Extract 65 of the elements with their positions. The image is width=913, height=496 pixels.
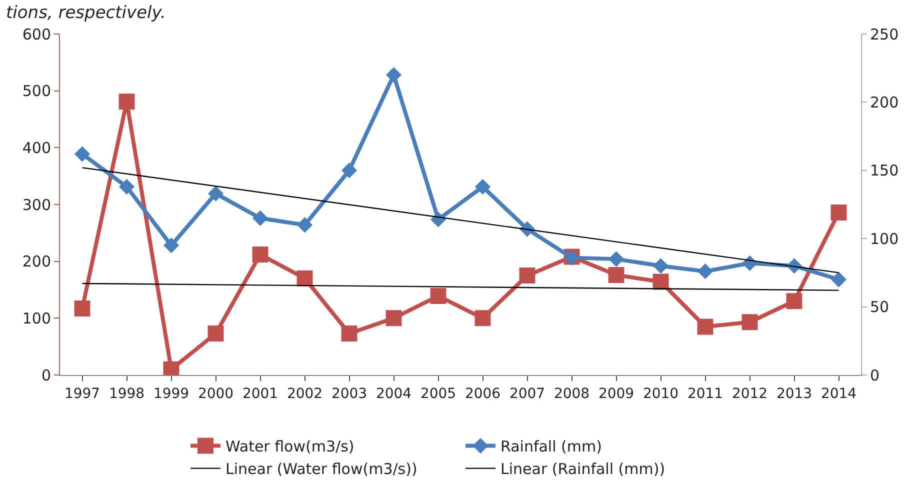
- y2-tick-label: 100: [870, 230, 899, 248]
- x-tick-label: 2008: [554, 386, 590, 402]
- point: [163, 238, 180, 254]
- legend-label: Linear (Rainfall (mm)): [500, 460, 666, 478]
- y-tick-label: 100: [22, 309, 51, 328]
- point: [786, 293, 802, 310]
- point: [296, 270, 313, 286]
- x-tick-label: 2001: [242, 386, 278, 402]
- y2-tick-label: 0: [870, 366, 880, 384]
- x-tick-label: 1999: [153, 386, 190, 402]
- x-tick-label: 2002: [286, 386, 323, 402]
- point: [474, 178, 491, 195]
- point: [830, 272, 847, 288]
- x-tick-label: 2000: [198, 386, 234, 402]
- x-tick-label: 2010: [642, 386, 679, 402]
- legend-label: Water flow(m3/s): [226, 438, 354, 456]
- x-tick-label: 2014: [820, 386, 857, 402]
- point: [386, 67, 402, 83]
- point: [74, 300, 90, 317]
- point: [474, 310, 491, 326]
- y-tick-label: 500: [22, 82, 51, 100]
- point: [608, 251, 624, 267]
- point: [74, 146, 90, 162]
- point: [697, 318, 714, 335]
- point: [697, 264, 714, 280]
- point: [252, 210, 268, 226]
- x-tick-label: 1997: [64, 386, 100, 402]
- point: [430, 288, 446, 304]
- point: [652, 258, 669, 274]
- legend-label: Rainfall (mm): [500, 438, 602, 456]
- point: [830, 204, 847, 220]
- point: [208, 186, 224, 202]
- y2-tick-label: 50: [870, 298, 890, 316]
- point: [341, 326, 358, 342]
- x-tick-label: 1998: [108, 386, 145, 402]
- point: [608, 266, 624, 283]
- x-tick-label: 2011: [687, 386, 724, 402]
- y-tick-label: 0: [41, 366, 51, 384]
- point: [519, 268, 536, 284]
- y-tick-label: 600: [22, 25, 51, 44]
- point: [742, 314, 758, 330]
- y2-tick-label: 200: [870, 93, 899, 112]
- x-tick-label: 2005: [420, 386, 456, 402]
- x-tick-label: 2009: [598, 386, 634, 402]
- x-tick-label: 2013: [776, 386, 812, 402]
- text: tions, respectively.: [6, 3, 166, 23]
- point: [208, 326, 224, 342]
- point: [252, 246, 268, 263]
- point: [118, 94, 135, 110]
- x-tick-label: 2007: [509, 386, 546, 402]
- x-tick-label: 2006: [464, 386, 501, 402]
- y2-tick-label: 250: [870, 25, 899, 44]
- x-tick-label: 2012: [732, 386, 768, 402]
- x-tick-label: 2003: [331, 386, 368, 402]
- point: [296, 217, 313, 233]
- y-tick-label: 300: [22, 196, 51, 214]
- y-tick-label: 200: [22, 252, 51, 271]
- point: [652, 274, 669, 290]
- legend-label: Linear (Water flow(m3/s)): [226, 460, 418, 478]
- point: [118, 178, 135, 195]
- point: [341, 162, 358, 178]
- y2-tick-label: 150: [870, 162, 899, 180]
- y-tick-label: 400: [22, 138, 51, 157]
- x-tick-label: 2004: [376, 386, 412, 402]
- point: [386, 310, 402, 326]
